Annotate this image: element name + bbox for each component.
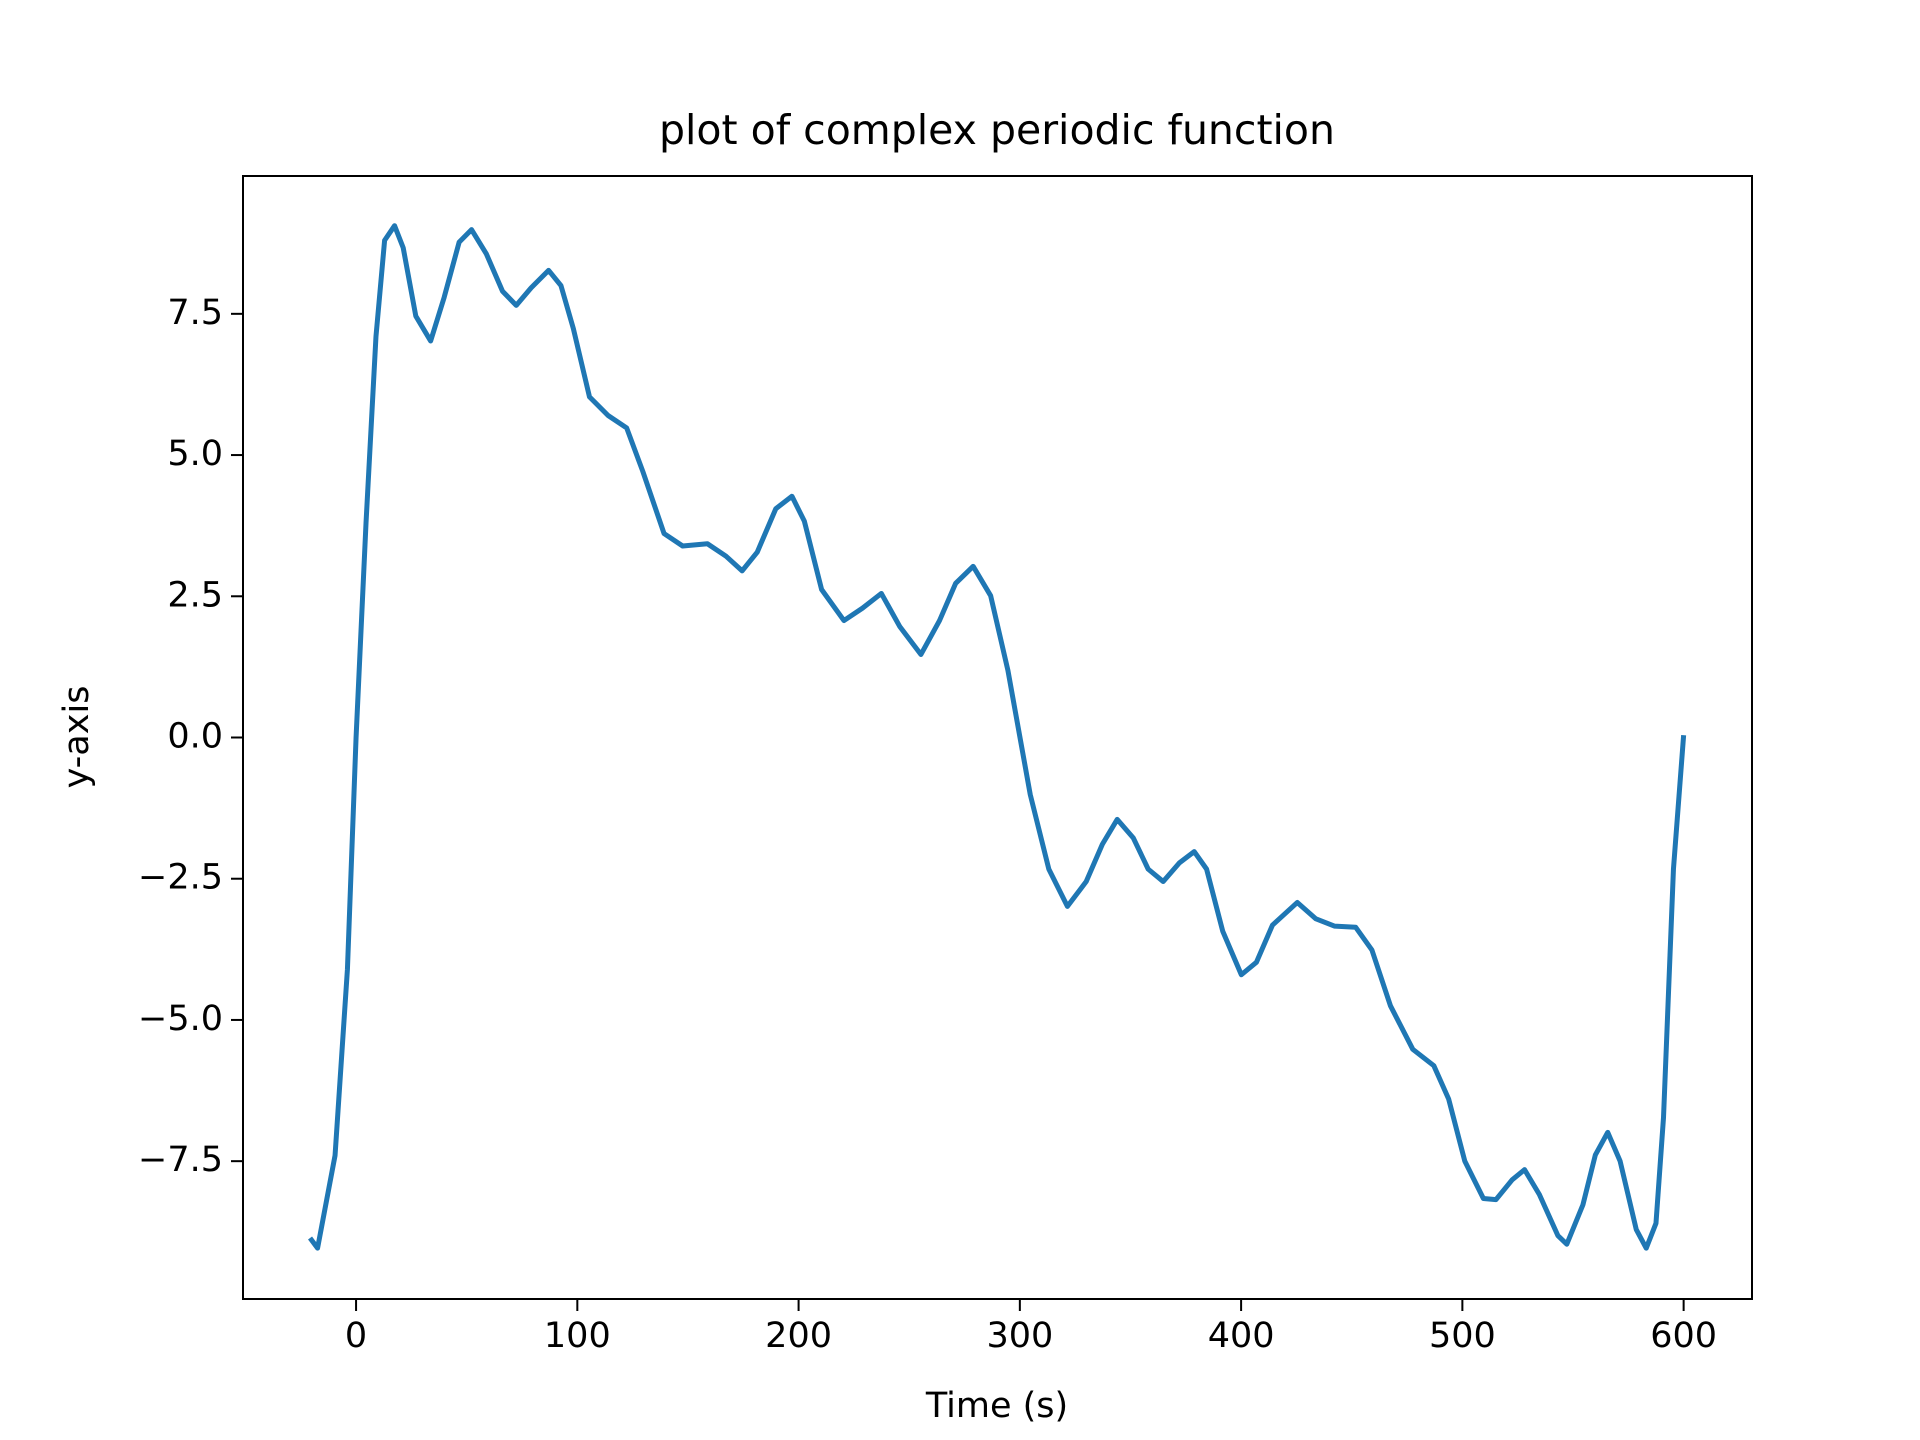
y-tick-label: −7.5 xyxy=(138,1140,223,1180)
x-axis-label: Time (s) xyxy=(925,1386,1068,1426)
line-series xyxy=(308,223,1687,1251)
y-tick-label: 2.5 xyxy=(167,575,223,615)
y-tick-label: −2.5 xyxy=(138,858,223,898)
y-tick-label: −5.0 xyxy=(138,999,223,1039)
x-tick-label: 0 xyxy=(345,1316,367,1356)
x-tick-label: 300 xyxy=(986,1316,1053,1356)
y-axis-label: y-axis xyxy=(57,686,97,789)
chart-title: plot of complex periodic function xyxy=(659,106,1335,154)
x-tick-label: 100 xyxy=(544,1316,611,1356)
y-tick-label: 5.0 xyxy=(167,434,223,474)
y-tick-label: 0.0 xyxy=(167,717,223,757)
plot-frame xyxy=(242,175,1753,1300)
x-tick-label: 400 xyxy=(1208,1316,1275,1356)
y-tick-label: 7.5 xyxy=(167,293,223,333)
x-tick-label: 600 xyxy=(1650,1316,1717,1356)
x-tick-label: 500 xyxy=(1429,1316,1496,1356)
x-tick-label: 200 xyxy=(765,1316,832,1356)
